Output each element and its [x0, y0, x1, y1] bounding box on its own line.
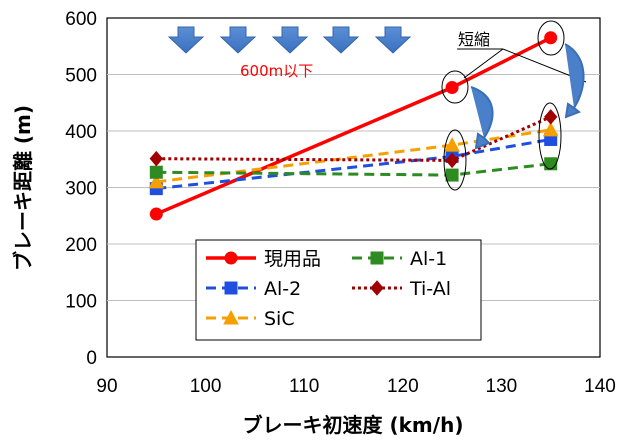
data-point [445, 152, 459, 169]
data-point [544, 109, 558, 125]
highlight-ellipse-125-high [441, 70, 469, 104]
y-tick-label: 300 [65, 179, 97, 200]
legend-marker [224, 281, 238, 295]
legend: 現用品 Al-1 Al-2 Ti-Al SiC [195, 239, 482, 341]
x-tick-label: 90 [96, 376, 117, 397]
legend-marker [370, 251, 384, 265]
x-tick-label: 130 [486, 376, 518, 397]
highlight-ellipse-135-high [537, 20, 565, 56]
x-tick-label: 120 [387, 376, 419, 397]
legend-marker [223, 309, 239, 325]
x-axis-title: ブレーキ初速度 (km/h) [243, 413, 464, 437]
legend-item: SiC [206, 308, 295, 330]
curved-arrow-125 [470, 86, 494, 150]
y-axis-title: ブレーキ距離 (m) [11, 105, 35, 271]
data-point [149, 207, 163, 221]
data-point [445, 80, 459, 94]
data-point [149, 165, 163, 179]
y-tick-label: 200 [65, 235, 97, 256]
data-point [149, 150, 163, 167]
x-tick-label: 100 [190, 376, 222, 397]
data-point [542, 121, 559, 137]
data-point [544, 31, 558, 45]
legend-item: Al-2 [206, 278, 301, 300]
shortening-label: 短縮 [458, 30, 490, 49]
legend-label: Ti-Al [409, 278, 451, 300]
data-point [148, 173, 165, 189]
down-arrow-icon [167, 26, 205, 54]
down-arrow-icon [322, 26, 360, 54]
limit-annotation: 600m以下 [240, 62, 313, 80]
down-arrow-icon [219, 26, 257, 54]
legend-label: Al-2 [264, 278, 301, 300]
series-Ti-Al [149, 109, 558, 169]
data-point [445, 168, 459, 182]
legend-marker [224, 251, 238, 265]
legend-item: Ti-Al [352, 278, 451, 300]
series-layer [148, 31, 559, 221]
legend-label: Al-1 [410, 248, 447, 270]
data-point [444, 137, 460, 152]
down-arrow-icon [271, 26, 309, 54]
series-SiC [148, 121, 559, 189]
highlight-ellipse-135-low [538, 102, 562, 170]
legend-item: 現用品 [206, 248, 321, 270]
y-tick-label: 600 [65, 9, 97, 30]
legend-label: SiC [264, 308, 295, 330]
y-tick-label: 100 [65, 292, 97, 313]
shortening-annotation: 短縮 [441, 20, 587, 191]
y-tick-label: 0 [86, 348, 97, 369]
shortening-leader-1 [463, 48, 504, 79]
x-tick-label: 140 [584, 376, 616, 397]
y-tick-labels: 0 100 200 300 400 500 600 [65, 9, 97, 369]
y-tick-label: 500 [65, 66, 97, 87]
legend-item: Al-1 [352, 248, 447, 270]
series-line [156, 128, 551, 184]
legend-label: 現用品 [264, 248, 321, 270]
legend-marker [370, 280, 384, 296]
y-tick-label: 400 [65, 122, 97, 143]
x-tick-label: 110 [289, 376, 319, 397]
highlight-ellipse-125-low [443, 129, 467, 191]
curved-arrow-135 [564, 43, 585, 119]
x-tick-labels: 90 100 110 120 130 140 [96, 376, 615, 397]
limit-arrows [167, 26, 412, 54]
down-arrow-icon [374, 26, 412, 54]
